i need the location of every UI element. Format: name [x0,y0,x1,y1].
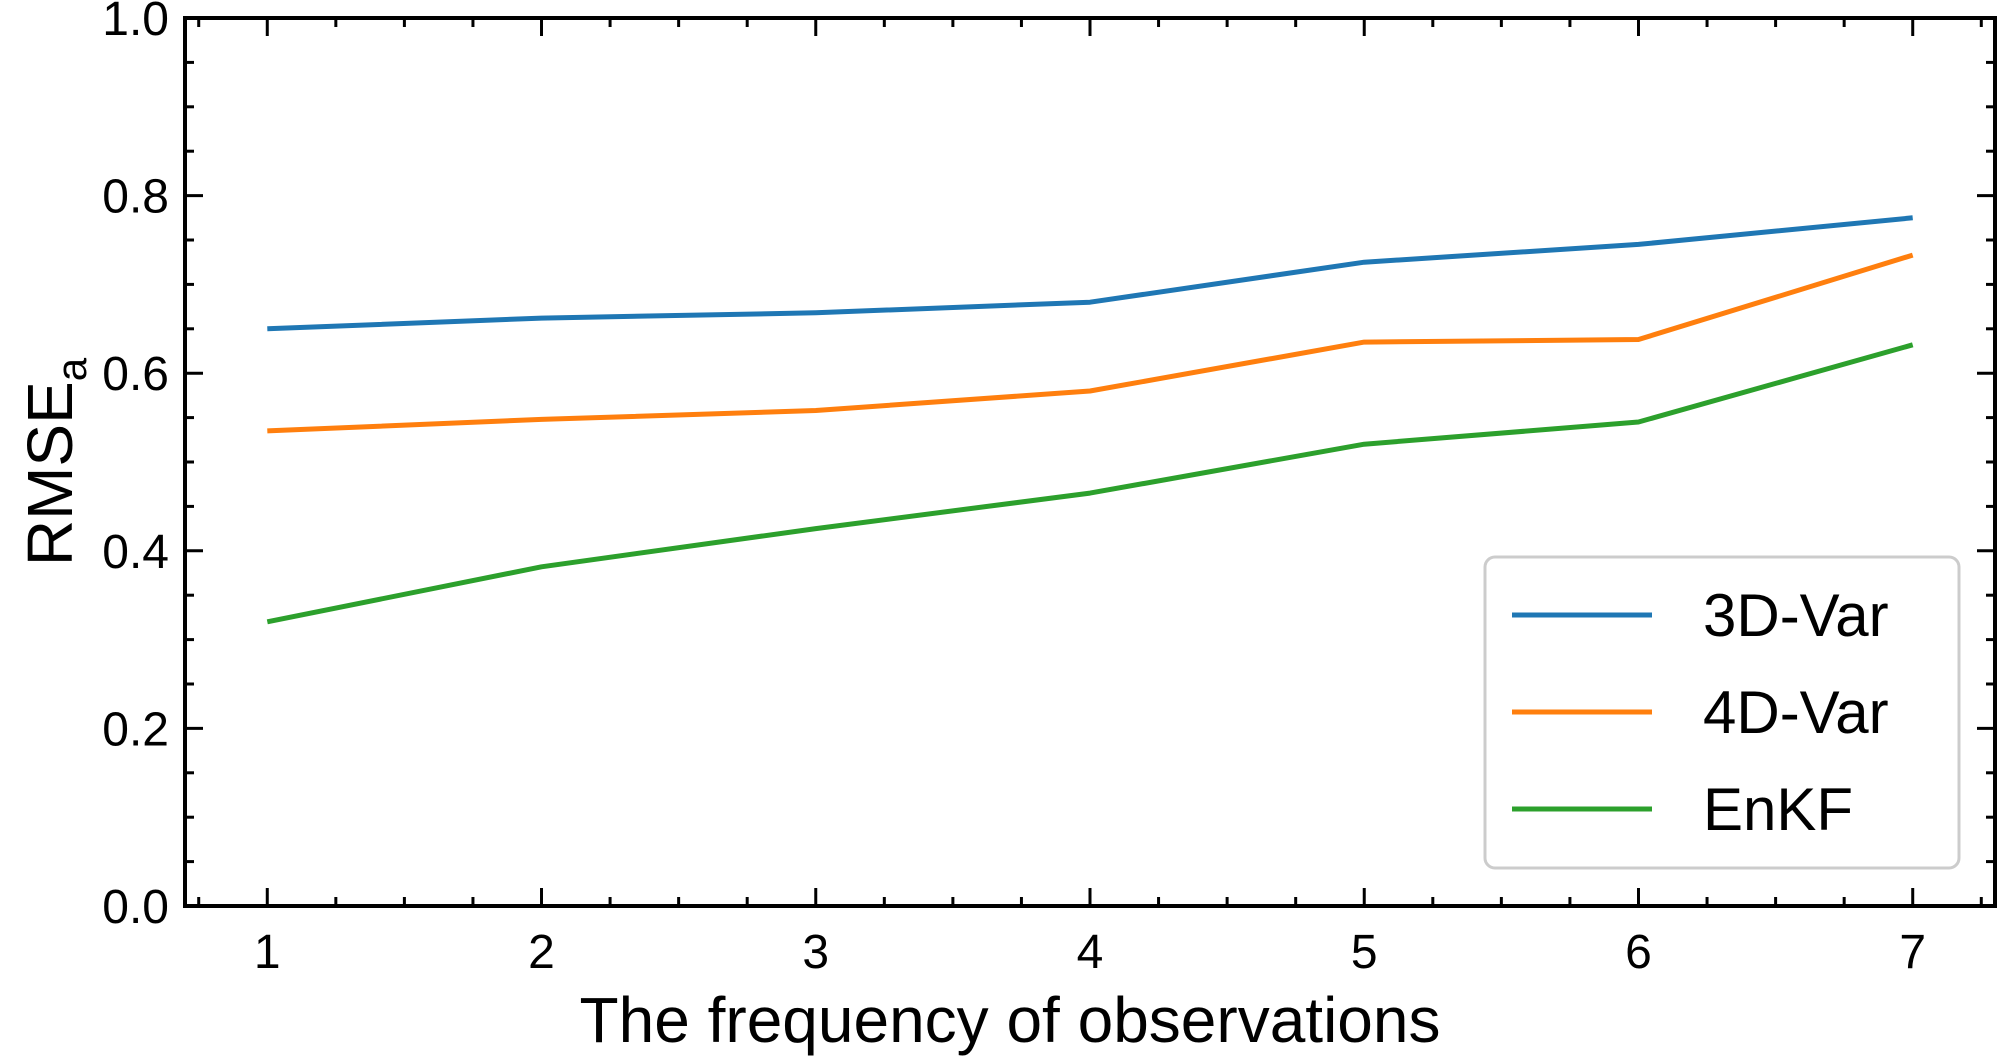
series-line-3d-var [267,215,1913,332]
y-tick-label: 0.0 [102,881,169,934]
y-axis-ticks: 0.0 0.2 0.4 0.6 0.8 1.0 [102,0,1995,934]
series-lines [266,215,1914,625]
y-tick-label: 0.6 [102,348,169,401]
y-tick-label: 0.8 [102,171,169,224]
series-line-4d-var [267,252,1914,434]
x-tick-label: 3 [802,926,829,979]
y-tick-label: 0.4 [102,526,169,579]
x-tick-label: 5 [1351,926,1378,979]
legend-label: EnKF [1703,776,1853,843]
legend-box [1483,555,1961,870]
legend-label: 4D-Var [1703,679,1889,746]
legend-items: 3D-Var 4D-Var EnKF [1512,582,1889,843]
y-tick-label: 1.0 [102,0,169,46]
x-tick-label: 2 [528,926,555,979]
y-axis-title-subscript: a [48,357,95,381]
y-axis-title: RMSE [14,381,86,566]
legend: 3D-Var 4D-Var EnKF [1483,555,1961,870]
x-tick-label: 4 [1077,926,1104,979]
x-axis-ticks: 1 2 3 4 5 6 7 [197,18,1983,979]
x-tick-label: 1 [254,926,281,979]
x-axis-title: The frequency of observations [580,984,1441,1056]
x-tick-label: 6 [1625,926,1652,979]
y-tick-label: 0.2 [102,703,169,756]
x-tick-label: 7 [1899,926,1926,979]
svg-text:RMSEa: RMSEa [14,357,95,566]
series-line-enkf [266,342,1914,625]
legend-label: 3D-Var [1703,582,1889,649]
y-axis-title-group: RMSEa [14,357,95,566]
